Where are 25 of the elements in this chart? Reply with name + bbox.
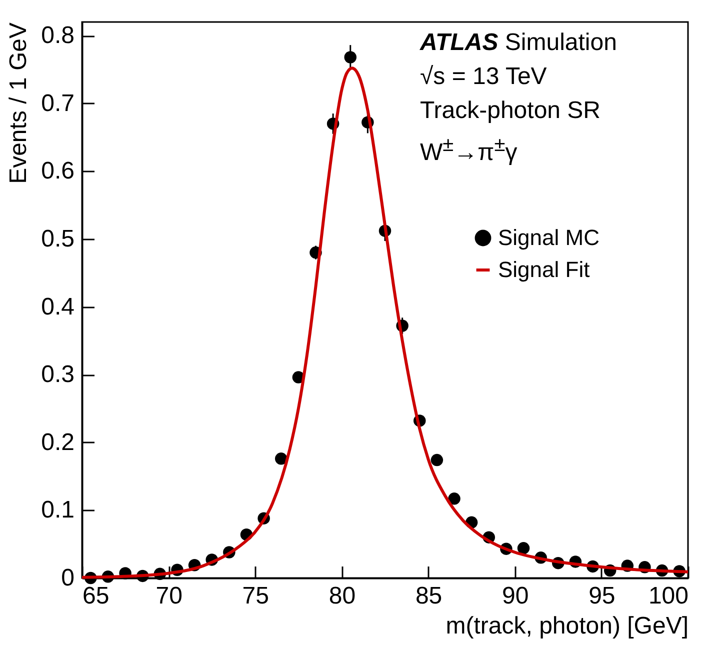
y-tick-label: 0.1: [41, 496, 74, 524]
annotation: √s = 13 TeV: [420, 62, 548, 92]
y-tick-label: 0.2: [41, 428, 74, 456]
annotation: Track-photon SR: [420, 96, 602, 126]
y-tick-label: 0.8: [41, 22, 74, 50]
y-tick-label: 0.6: [41, 158, 74, 185]
legend-label: Signal Fit: [498, 257, 590, 282]
annotation: ATLAS Simulation: [420, 28, 617, 58]
y-tick-label: 0.4: [41, 293, 74, 320]
y-tick-label: 0: [61, 564, 74, 592]
x-tick-label: 75: [242, 582, 269, 610]
x-tick-label: 95: [588, 582, 616, 610]
y-axis-title: Events / 1 GeV: [5, 22, 32, 184]
x-tick-label: 70: [156, 582, 182, 610]
x-axis-title: m(track, photon) [GeV]: [446, 612, 688, 640]
y-tick-label: 0.3: [41, 361, 74, 388]
y-tick-label: 0.5: [41, 225, 74, 252]
annotation: W$^{±}$→π$^{±}$γ: [420, 133, 518, 168]
x-tick-label: 80: [328, 582, 356, 610]
x-tick-label: 65: [82, 582, 110, 610]
y-tick-label: 0.7: [41, 90, 74, 117]
x-tick-label: 90: [502, 582, 529, 610]
x-tick-label: 100: [648, 582, 688, 610]
legend-label: Signal MC: [498, 225, 600, 250]
x-tick-label: 85: [415, 582, 442, 610]
